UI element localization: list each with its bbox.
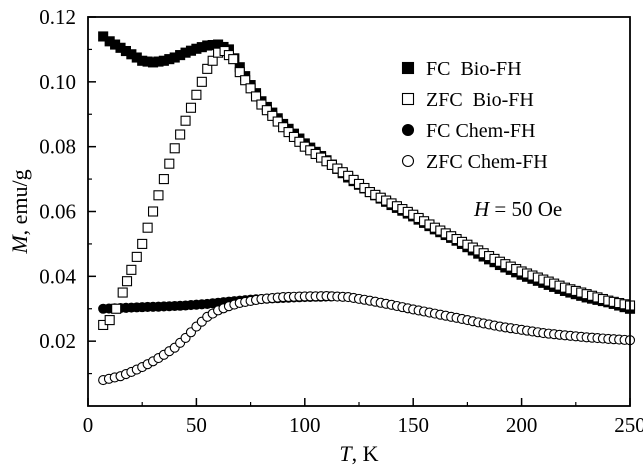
- data-point: [147, 206, 159, 217]
- data-point: [153, 190, 164, 201]
- field-annotation-variable: H: [473, 197, 491, 221]
- data-point: [240, 75, 251, 86]
- data-point: [104, 315, 115, 326]
- legend: FC Bio-FH ZFC Bio-FH FC Chem-FH ZFC Chem-FH: [401, 58, 548, 173]
- series-0: [98, 31, 636, 314]
- y-axis-label: M, emu/g: [7, 169, 32, 254]
- data-point: [137, 238, 148, 249]
- data-point: [256, 99, 267, 110]
- data-point: [121, 276, 133, 287]
- legend-label-2: FC Chem-FH: [426, 120, 535, 142]
- data-marks: [98, 31, 636, 386]
- data-point: [202, 63, 213, 74]
- x-tick-label-250: 250: [614, 413, 643, 437]
- data-point: [250, 91, 262, 102]
- data-point: [245, 83, 256, 94]
- series-3: [98, 291, 636, 386]
- data-point: [185, 102, 197, 113]
- data-point: [196, 76, 207, 87]
- x-tick-label-100: 100: [289, 413, 321, 437]
- x-tick-label-50: 50: [186, 413, 207, 437]
- legend-marker-2: [401, 123, 415, 137]
- field-annotation: H = 50 Oe: [473, 197, 562, 221]
- legend-marker-3: [401, 154, 415, 168]
- data-point: [180, 115, 191, 126]
- legend-label-3: ZFC Chem-FH: [426, 151, 548, 173]
- legend-marker-1: [401, 92, 415, 106]
- data-point: [261, 105, 272, 116]
- x-axis-label: T, K: [339, 441, 378, 466]
- legend-label-1: ZFC Bio-FH: [426, 89, 534, 111]
- y-tick-label-0.08: 0.08: [39, 135, 76, 159]
- data-point: [164, 158, 175, 169]
- x-axis-unit: , K: [352, 441, 379, 466]
- data-point: [272, 116, 283, 127]
- axis-ticks: 0 50 100 150 200 250 0.02 0.04 0.06 0.08 0.10 0.12: [39, 5, 643, 437]
- data-point: [111, 303, 122, 314]
- data-point: [228, 54, 239, 65]
- y-tick-label-0.12: 0.12: [39, 5, 76, 29]
- x-axis-variable: T: [339, 441, 353, 466]
- data-point: [267, 110, 278, 121]
- x-tick-label-150: 150: [397, 413, 429, 437]
- x-tick-label-0: 0: [83, 413, 94, 437]
- data-point: [169, 143, 180, 154]
- series-1: [98, 45, 636, 331]
- y-tick-label-0.06: 0.06: [39, 200, 76, 224]
- data-point: [117, 287, 128, 298]
- data-point: [234, 67, 245, 78]
- data-point: [207, 55, 218, 66]
- y-tick-label-0.02: 0.02: [39, 329, 76, 353]
- y-axis-variable: M: [7, 234, 32, 255]
- legend-label-0: FC Bio-FH: [426, 58, 522, 80]
- data-point: [126, 264, 137, 275]
- data-point: [131, 251, 142, 262]
- y-tick-label-0.10: 0.10: [39, 70, 76, 94]
- data-point: [158, 174, 169, 185]
- data-point: [191, 89, 202, 100]
- x-tick-label-200: 200: [506, 413, 538, 437]
- y-tick-label-0.04: 0.04: [39, 264, 76, 288]
- data-point: [175, 129, 186, 140]
- field-annotation-value: = 50 Oe: [489, 197, 562, 221]
- y-axis-unit: , emu/g: [7, 169, 32, 235]
- legend-marker-0: [401, 61, 415, 75]
- data-point: [142, 222, 153, 233]
